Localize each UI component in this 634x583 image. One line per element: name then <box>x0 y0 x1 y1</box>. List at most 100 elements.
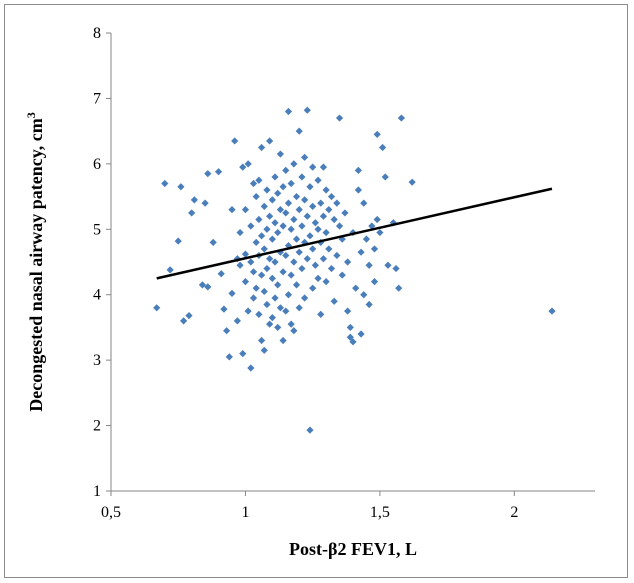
data-point <box>365 261 373 269</box>
data-point <box>298 173 306 181</box>
data-point <box>263 300 271 309</box>
data-point <box>279 183 287 191</box>
data-point <box>309 202 317 210</box>
data-point <box>287 271 295 279</box>
data-point <box>276 248 284 256</box>
data-point <box>166 266 174 274</box>
data-point <box>228 206 236 214</box>
y-tick-label: 2 <box>93 418 101 435</box>
data-point <box>252 238 260 246</box>
data-point <box>266 320 274 328</box>
data-point <box>314 225 322 233</box>
data-point <box>362 235 371 243</box>
x-tick-label: 1,5 <box>370 504 390 521</box>
data-point <box>287 320 295 328</box>
data-point <box>325 245 333 253</box>
data-point <box>260 346 268 354</box>
data-point <box>241 250 250 258</box>
data-point <box>282 209 290 217</box>
y-tick-label: 7 <box>93 90 101 107</box>
data-point <box>330 297 338 305</box>
data-point <box>153 304 161 312</box>
data-point <box>370 278 379 286</box>
data-point <box>282 166 290 174</box>
data-point <box>333 251 341 260</box>
data-point <box>322 186 330 194</box>
data-point <box>274 189 282 197</box>
data-point <box>284 291 293 299</box>
data-point <box>257 143 266 152</box>
data-point <box>352 284 360 292</box>
data-point <box>188 209 196 217</box>
data-point <box>327 264 336 273</box>
data-point <box>303 255 311 263</box>
data-point <box>276 304 284 312</box>
data-point <box>360 199 368 207</box>
y-tick-label: 4 <box>93 287 101 304</box>
data-point <box>303 212 311 220</box>
data-point <box>354 166 362 174</box>
data-point <box>247 364 255 372</box>
data-point <box>231 137 239 145</box>
data-point <box>298 222 306 230</box>
data-point <box>295 248 303 256</box>
data-point <box>239 350 247 358</box>
data-point <box>309 163 317 171</box>
x-axis-title: Post-β2 FEV1, L <box>289 539 417 559</box>
data-point <box>263 225 271 233</box>
data-point <box>309 284 317 292</box>
data-point <box>239 163 247 171</box>
y-tick-label: 3 <box>93 352 101 369</box>
data-point <box>346 333 354 341</box>
y-axis-title: Decongested nasal airway patency, cm3 <box>24 112 46 411</box>
data-point <box>174 237 182 245</box>
data-point <box>279 222 287 230</box>
data-point <box>376 228 384 237</box>
data-point <box>249 294 258 302</box>
data-point <box>282 251 290 260</box>
data-point <box>274 323 282 332</box>
data-point <box>344 307 352 315</box>
data-point <box>214 168 223 176</box>
data-point <box>397 114 405 122</box>
data-point <box>161 179 169 188</box>
data-point <box>292 281 301 289</box>
data-point <box>378 143 387 152</box>
data-point <box>306 232 314 240</box>
data-point <box>268 235 276 243</box>
data-point <box>225 353 233 361</box>
data-point <box>338 271 346 279</box>
data-point <box>384 261 392 269</box>
data-point <box>282 307 290 315</box>
data-point <box>263 264 271 273</box>
data-point <box>327 192 336 201</box>
data-point <box>247 258 255 266</box>
data-point <box>266 212 274 220</box>
chart-frame <box>4 4 628 578</box>
data-point <box>271 219 279 227</box>
data-point <box>360 291 368 299</box>
data-point <box>295 206 303 214</box>
data-point <box>177 183 185 191</box>
data-point <box>373 130 381 139</box>
data-point <box>257 232 266 240</box>
x-tick-label: 2 <box>510 504 518 521</box>
data-point <box>249 268 258 276</box>
data-point <box>220 305 228 313</box>
data-point <box>368 222 376 230</box>
data-point <box>276 206 284 214</box>
data-point <box>295 127 303 135</box>
data-point <box>325 206 333 214</box>
data-point <box>252 284 260 292</box>
data-point <box>198 281 207 289</box>
data-point <box>322 278 330 286</box>
data-point <box>279 336 287 345</box>
data-point <box>204 283 212 291</box>
data-point <box>330 215 338 224</box>
x-tick-label: 0,5 <box>101 504 121 521</box>
data-point <box>209 238 217 246</box>
data-point <box>284 199 293 207</box>
data-point <box>260 287 268 296</box>
data-point <box>290 215 298 224</box>
